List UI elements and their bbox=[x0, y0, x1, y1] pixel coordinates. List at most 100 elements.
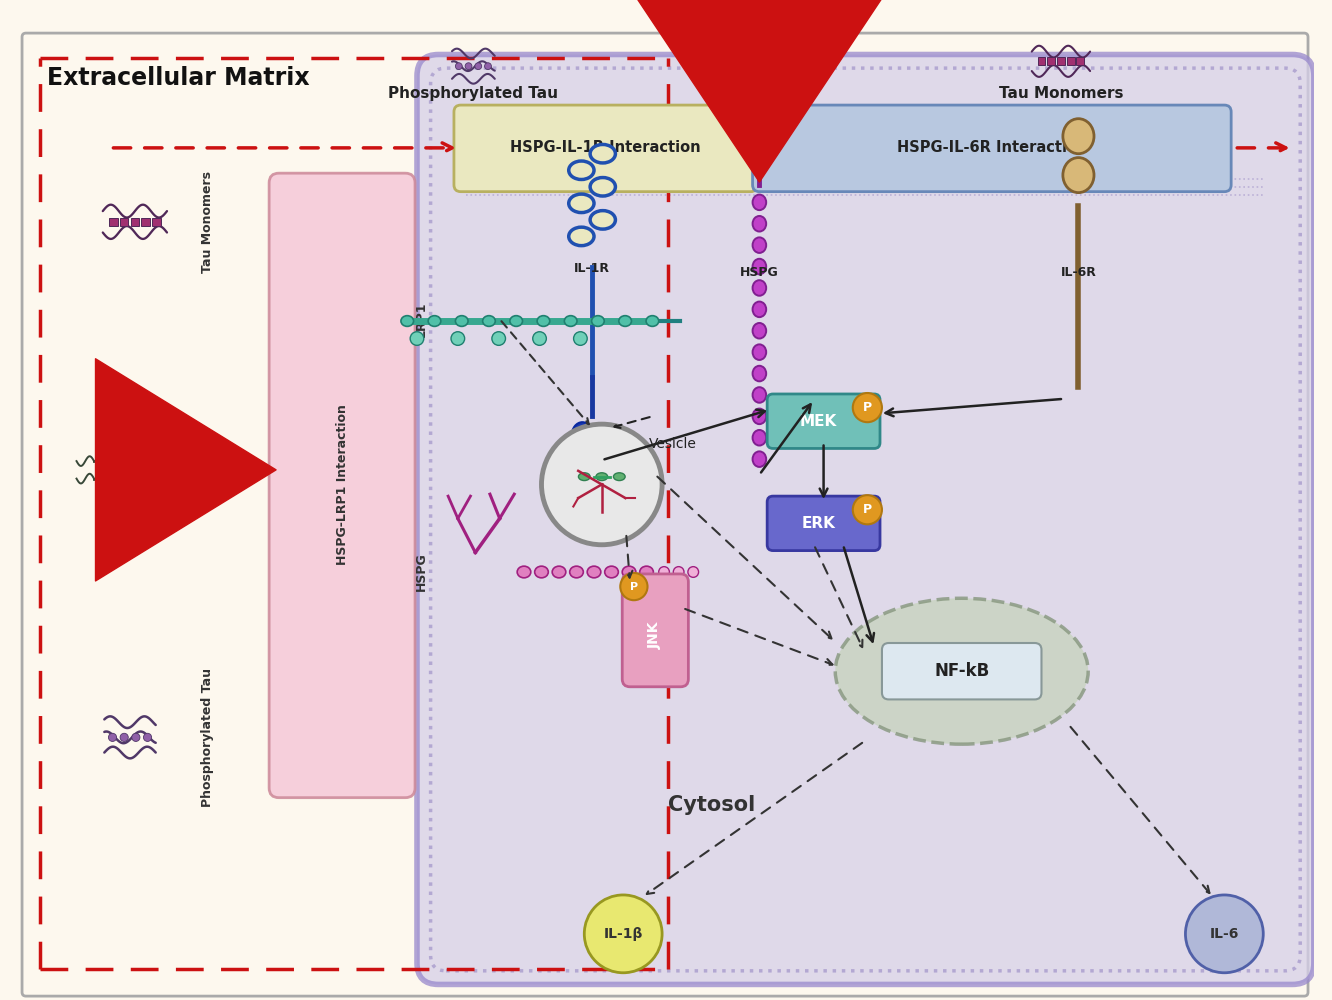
Ellipse shape bbox=[591, 440, 613, 467]
Bar bbox=[1067, 57, 1075, 65]
Circle shape bbox=[485, 63, 492, 70]
Circle shape bbox=[542, 424, 662, 545]
Ellipse shape bbox=[565, 316, 577, 326]
Circle shape bbox=[687, 567, 698, 577]
Ellipse shape bbox=[578, 473, 590, 481]
Ellipse shape bbox=[553, 566, 566, 578]
Ellipse shape bbox=[510, 316, 522, 326]
Ellipse shape bbox=[482, 316, 496, 326]
Ellipse shape bbox=[614, 473, 625, 481]
Bar bbox=[105, 466, 112, 474]
Text: Phosphorylated Tau: Phosphorylated Tau bbox=[389, 86, 558, 101]
Ellipse shape bbox=[456, 316, 468, 326]
Circle shape bbox=[852, 495, 882, 524]
Text: P: P bbox=[630, 582, 638, 592]
Text: JNK: JNK bbox=[649, 621, 662, 649]
Circle shape bbox=[533, 332, 546, 345]
Ellipse shape bbox=[569, 194, 594, 213]
Text: HSPG-LRP1 Interaction: HSPG-LRP1 Interaction bbox=[336, 404, 349, 565]
Bar bbox=[766, 59, 774, 67]
Ellipse shape bbox=[753, 323, 766, 339]
Bar bbox=[152, 218, 161, 226]
Ellipse shape bbox=[619, 316, 631, 326]
Circle shape bbox=[659, 567, 670, 577]
Ellipse shape bbox=[639, 566, 654, 578]
Bar bbox=[1058, 57, 1064, 65]
Bar bbox=[124, 466, 132, 474]
FancyBboxPatch shape bbox=[454, 105, 758, 192]
Ellipse shape bbox=[753, 237, 766, 253]
Ellipse shape bbox=[428, 316, 441, 326]
Ellipse shape bbox=[570, 566, 583, 578]
Ellipse shape bbox=[753, 387, 766, 403]
Text: Phosphorylated Tau: Phosphorylated Tau bbox=[201, 668, 214, 807]
Ellipse shape bbox=[753, 302, 766, 317]
Text: IL-6R: IL-6R bbox=[1060, 266, 1096, 279]
Bar bbox=[737, 59, 745, 67]
Bar bbox=[757, 59, 765, 67]
Bar bbox=[120, 218, 128, 226]
Bar bbox=[109, 218, 117, 226]
Ellipse shape bbox=[753, 409, 766, 424]
Bar bbox=[131, 218, 139, 226]
Ellipse shape bbox=[569, 161, 594, 179]
Ellipse shape bbox=[646, 316, 659, 326]
Ellipse shape bbox=[534, 566, 549, 578]
Ellipse shape bbox=[595, 473, 607, 481]
FancyBboxPatch shape bbox=[753, 105, 1231, 192]
Circle shape bbox=[492, 332, 506, 345]
Text: Extracellular Matrix: Extracellular Matrix bbox=[48, 66, 310, 90]
Ellipse shape bbox=[587, 566, 601, 578]
Circle shape bbox=[120, 733, 128, 741]
FancyBboxPatch shape bbox=[767, 496, 880, 551]
FancyBboxPatch shape bbox=[767, 394, 880, 448]
Ellipse shape bbox=[1063, 158, 1094, 193]
Bar bbox=[1076, 57, 1084, 65]
FancyBboxPatch shape bbox=[622, 574, 689, 687]
FancyBboxPatch shape bbox=[23, 33, 1308, 996]
Ellipse shape bbox=[590, 211, 615, 229]
Text: MEK: MEK bbox=[801, 414, 838, 429]
Ellipse shape bbox=[401, 316, 413, 326]
Circle shape bbox=[1185, 895, 1263, 973]
FancyBboxPatch shape bbox=[269, 173, 416, 798]
Circle shape bbox=[474, 63, 482, 70]
Circle shape bbox=[621, 573, 647, 600]
Text: IL-1β: IL-1β bbox=[603, 927, 643, 941]
Text: LRP1: LRP1 bbox=[416, 301, 429, 337]
Ellipse shape bbox=[753, 195, 766, 210]
FancyBboxPatch shape bbox=[882, 643, 1042, 699]
Circle shape bbox=[465, 63, 472, 70]
Text: Tau Monomers: Tau Monomers bbox=[999, 86, 1123, 101]
Ellipse shape bbox=[753, 216, 766, 232]
Ellipse shape bbox=[517, 566, 530, 578]
Bar bbox=[727, 59, 735, 67]
Text: Vesicle: Vesicle bbox=[649, 437, 697, 451]
Ellipse shape bbox=[753, 280, 766, 296]
Text: HSPG-IL-1R Interaction: HSPG-IL-1R Interaction bbox=[510, 140, 701, 155]
Ellipse shape bbox=[753, 430, 766, 446]
Ellipse shape bbox=[537, 316, 550, 326]
Text: Tau Mutants: Tau Mutants bbox=[702, 86, 809, 101]
Ellipse shape bbox=[753, 366, 766, 381]
Ellipse shape bbox=[591, 316, 605, 326]
Bar bbox=[135, 466, 141, 474]
Text: NF-kB: NF-kB bbox=[934, 662, 990, 680]
Ellipse shape bbox=[1063, 119, 1094, 154]
Ellipse shape bbox=[590, 178, 615, 196]
Circle shape bbox=[452, 332, 465, 345]
Bar bbox=[1047, 57, 1055, 65]
Text: IL-6: IL-6 bbox=[1209, 927, 1239, 941]
Circle shape bbox=[456, 63, 462, 70]
Circle shape bbox=[852, 393, 882, 422]
Ellipse shape bbox=[835, 598, 1088, 744]
Circle shape bbox=[410, 332, 424, 345]
Text: P: P bbox=[863, 503, 872, 516]
Bar bbox=[144, 466, 152, 474]
Ellipse shape bbox=[753, 451, 766, 467]
Circle shape bbox=[673, 567, 685, 577]
Text: HSPG: HSPG bbox=[416, 553, 429, 591]
Bar bbox=[153, 466, 161, 474]
Bar bbox=[1038, 57, 1046, 65]
Text: Tau Monomers: Tau Monomers bbox=[201, 171, 214, 273]
